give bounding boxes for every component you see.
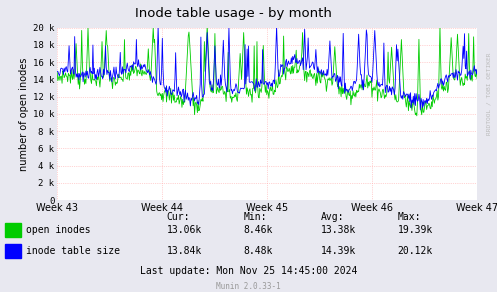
Text: Inode table usage - by month: Inode table usage - by month [135,7,332,20]
Text: 14.39k: 14.39k [321,246,356,256]
Text: inode table size: inode table size [26,246,120,256]
Text: 8.48k: 8.48k [244,246,273,256]
Text: Munin 2.0.33-1: Munin 2.0.33-1 [216,281,281,291]
Text: Avg:: Avg: [321,212,344,222]
Text: 8.46k: 8.46k [244,225,273,234]
Text: Min:: Min: [244,212,267,222]
Text: 13.06k: 13.06k [166,225,202,234]
Text: RRDTOOL / TOBI OETIKER: RRDTOOL / TOBI OETIKER [486,52,491,135]
Text: Cur:: Cur: [166,212,190,222]
Text: 20.12k: 20.12k [398,246,433,256]
Text: 13.38k: 13.38k [321,225,356,234]
Text: 19.39k: 19.39k [398,225,433,234]
Y-axis label: number of open inodes: number of open inodes [19,57,29,171]
Text: Last update: Mon Nov 25 14:45:00 2024: Last update: Mon Nov 25 14:45:00 2024 [140,266,357,276]
Text: Max:: Max: [398,212,421,222]
Text: 13.84k: 13.84k [166,246,202,256]
Text: open inodes: open inodes [26,225,90,234]
